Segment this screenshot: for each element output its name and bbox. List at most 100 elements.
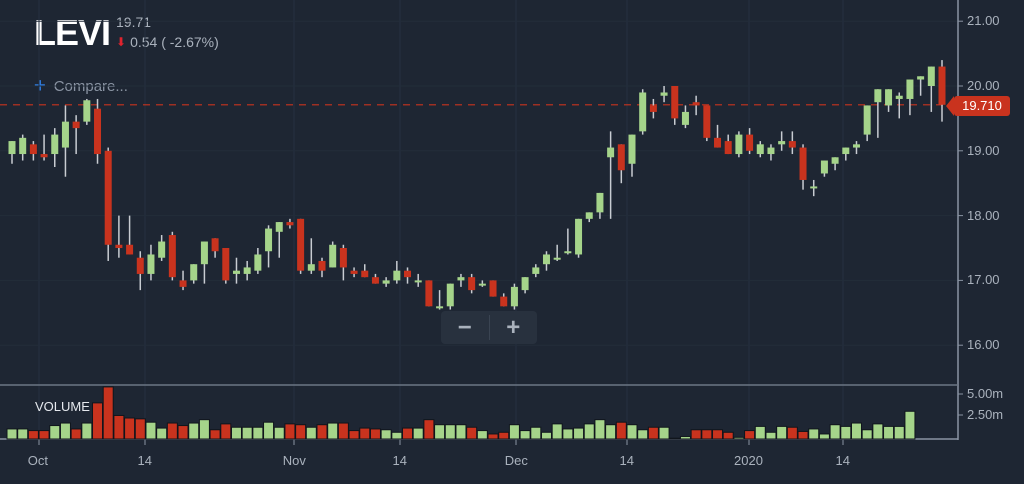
candle-body — [265, 228, 273, 252]
volume-bar — [348, 430, 360, 440]
volume-bar — [754, 425, 766, 440]
volume-bar — [722, 431, 734, 440]
candle-body — [179, 280, 187, 287]
volume-bar — [733, 436, 745, 440]
volume-bar — [156, 427, 168, 440]
x-axis-label: 14 — [619, 453, 634, 468]
volume-bar — [712, 429, 724, 440]
current-price: 19.71 — [116, 14, 152, 30]
candle-body — [938, 66, 946, 105]
ticker-symbol: LEVI — [34, 12, 111, 53]
volume-bar — [540, 431, 552, 440]
volume-bar — [605, 424, 617, 440]
volume-bar — [81, 422, 93, 440]
candle-body — [436, 306, 444, 309]
candle-body — [628, 134, 636, 164]
candle-body — [158, 241, 166, 258]
volume-axis-label: 5.00m — [967, 386, 1004, 401]
candle-body — [61, 121, 69, 148]
candle-body — [585, 212, 593, 219]
volume-bar — [124, 417, 136, 440]
zoom-in-button[interactable]: + — [506, 313, 521, 341]
candle-body — [906, 79, 914, 99]
candle-body — [917, 76, 925, 80]
candle-body — [115, 244, 123, 248]
candle-body — [404, 270, 412, 278]
volume-bar — [701, 429, 713, 440]
candle-body — [414, 280, 422, 283]
volume-bar — [391, 431, 403, 440]
volume-bar — [476, 430, 488, 440]
candle-body — [350, 270, 358, 274]
volume-bar — [6, 428, 18, 440]
x-axis-label: 14 — [835, 453, 850, 468]
volume-bar — [872, 423, 884, 440]
candle-body — [756, 144, 764, 155]
volume-bar — [241, 426, 253, 440]
price-axis-label: 19.00 — [967, 142, 1000, 158]
price-change-value: 0.54 ( -2.67%) — [130, 34, 219, 50]
candle-body — [532, 267, 540, 274]
candle-body — [810, 186, 818, 189]
candle-body — [200, 241, 208, 265]
volume-bar — [893, 425, 905, 440]
candle-body — [852, 144, 860, 148]
candle-body — [681, 111, 689, 125]
candle-body — [329, 244, 337, 268]
volume-bar — [402, 427, 414, 440]
volume-bar — [102, 386, 114, 440]
candle-body — [136, 257, 144, 274]
candle-body — [575, 218, 583, 255]
down-arrow-icon: ⬇ — [116, 35, 127, 49]
volume-axis-label: 2.50m — [967, 407, 1004, 422]
candle-body — [190, 264, 198, 281]
candle-body — [446, 283, 454, 307]
candle-body — [607, 147, 615, 158]
candle-body — [500, 296, 508, 307]
volume-bar — [166, 422, 178, 440]
candle-body — [8, 141, 16, 155]
candle-body — [168, 235, 176, 278]
zoom-out-button[interactable]: − — [457, 313, 472, 341]
volume-bar — [327, 422, 339, 440]
volume-bar — [744, 430, 756, 440]
volume-bar — [690, 429, 702, 440]
volume-bar — [519, 430, 531, 440]
zoom-separator — [488, 315, 490, 340]
volume-bar — [850, 422, 862, 440]
volume-bar — [70, 428, 82, 440]
candle-body — [671, 86, 679, 119]
candle-body — [778, 141, 786, 145]
volume-bar — [466, 426, 478, 440]
volume-bar — [573, 427, 585, 440]
candle-body — [457, 277, 465, 281]
price-axis-label: 20.00 — [967, 78, 1000, 93]
volume-bar — [530, 426, 542, 440]
candle-body — [660, 92, 668, 96]
volume-bar — [177, 425, 189, 440]
candle-body — [425, 280, 433, 307]
volume-bar — [626, 424, 638, 440]
price-axis-label: 17.00 — [967, 272, 1000, 288]
candle-body — [243, 267, 251, 274]
price-axis-label: 18.00 — [967, 207, 1000, 223]
candle-body — [382, 280, 390, 284]
volume-bar — [113, 414, 125, 440]
candle-body — [126, 244, 134, 255]
volume-bar — [765, 431, 777, 440]
candle-body — [542, 254, 550, 265]
volume-bar — [551, 423, 563, 440]
candle-body — [521, 277, 529, 291]
volume-bar — [145, 421, 157, 440]
candle-body — [564, 251, 572, 254]
volume-bar — [273, 426, 285, 440]
volume-bar — [220, 423, 232, 440]
candle-body — [275, 222, 283, 232]
x-axis-label: 2020 — [734, 453, 763, 468]
candle-body — [703, 105, 711, 138]
volume-bar — [562, 428, 574, 440]
candle-body — [371, 277, 379, 284]
volume-bar — [637, 429, 649, 440]
